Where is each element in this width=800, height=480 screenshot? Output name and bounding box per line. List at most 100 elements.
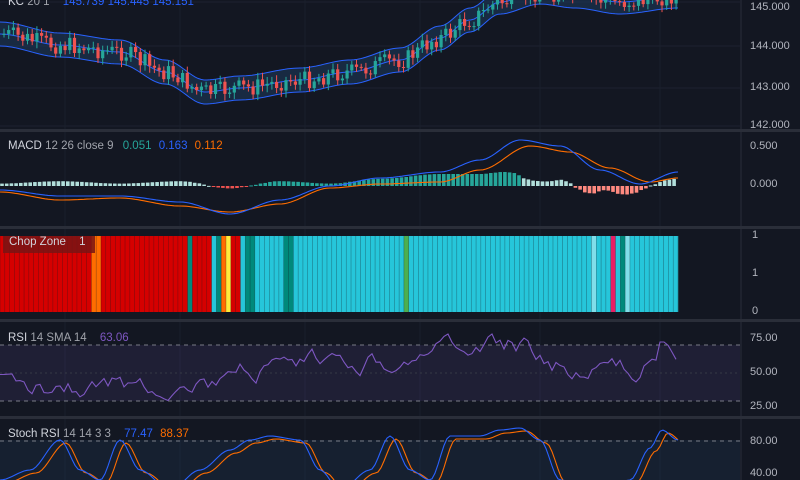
chop-zone-bar — [471, 236, 477, 312]
stoch-d-value: 88.37 — [160, 428, 189, 440]
stoch-pane[interactable] — [0, 427, 740, 480]
chop-zone-bar — [187, 236, 193, 312]
stoch-tick: 80.00 — [750, 435, 778, 447]
macd-histogram-bar — [521, 178, 526, 186]
chop-zone-bar — [668, 236, 674, 312]
candle-body — [21, 34, 25, 41]
stoch-k-value: 77.47 — [124, 428, 153, 440]
macd-histogram-bar — [42, 181, 47, 186]
candle-body — [181, 72, 185, 83]
macd-histogram-bar — [442, 174, 446, 186]
candle-body — [444, 28, 448, 35]
macd-histogram-bar — [573, 186, 578, 188]
macd-histogram-bar — [357, 180, 361, 186]
candle-body — [279, 87, 283, 91]
macd-histogram-bar — [230, 186, 235, 189]
macd-histogram-bar — [517, 175, 521, 186]
stoch-legend[interactable]: Stoch RSI 14 14 3 3 77.47 88.37 — [8, 428, 189, 440]
chop-zone-bar — [105, 236, 111, 312]
macd-histogram-bar — [254, 184, 258, 186]
rsi-pane[interactable] — [0, 333, 740, 402]
chop-zone-bar — [360, 236, 366, 312]
chop-zone-bar — [639, 236, 645, 312]
chop-pane[interactable] — [0, 236, 679, 312]
candle-body — [87, 47, 91, 51]
chop-zone-bar — [452, 236, 458, 312]
chop-zone-bar — [28, 236, 34, 312]
chop-zone-bar — [437, 236, 443, 312]
chop-zone-bar — [495, 236, 501, 312]
macd-histogram-bar — [160, 181, 164, 186]
macd-histogram-bar — [188, 181, 192, 186]
candle-body — [96, 47, 100, 59]
candle-body — [636, 0, 641, 6]
macd-histogram-bar — [51, 181, 56, 186]
macd-name: MACD — [8, 140, 42, 152]
candle-body — [632, 5, 636, 7]
chop-zone-bar — [504, 236, 511, 312]
macd-histogram-bar — [611, 186, 615, 192]
rsi-legend[interactable]: RSI 14 SMA 14 63.06 — [8, 332, 129, 344]
macd-legend[interactable]: MACD 12 26 close 9 0.051 0.163 0.112 — [8, 140, 223, 152]
macd-histogram-bar — [183, 181, 188, 186]
macd-histogram-bar — [578, 186, 582, 190]
macd-histogram-bar — [202, 184, 206, 186]
macd-histogram-bar — [150, 182, 155, 186]
macd-histogram-bar — [141, 182, 145, 186]
kc-legend[interactable]: KC 20 1 145.739 145.445 145.151 — [8, 0, 194, 8]
macd-pane[interactable] — [0, 139, 679, 215]
chop-zone-bar — [480, 236, 486, 312]
chop-zone-bar — [336, 236, 342, 312]
macd-histogram-bar — [404, 176, 408, 186]
candle-body — [307, 71, 312, 89]
candle-body — [406, 50, 410, 68]
macd-histogram-bar — [615, 186, 620, 194]
chop-zone-bar — [4, 236, 10, 312]
chop-zone-bar — [115, 236, 121, 312]
chop-zone-bar — [615, 236, 621, 312]
chop-zone-bar — [538, 236, 544, 312]
kc-upper-line — [0, 0, 485, 81]
candle-body — [665, 0, 669, 6]
macd-histogram-bar — [639, 186, 643, 191]
chop-zone-bar — [33, 236, 39, 312]
rsi-params: 14 SMA 14 — [30, 332, 87, 344]
chop-zone-bar — [596, 236, 602, 312]
macd-histogram-bar — [28, 182, 32, 186]
candle-body — [491, 4, 495, 10]
chop-zone-bar — [562, 236, 568, 312]
macd-histogram-bar — [568, 183, 573, 186]
kc-pane[interactable] — [0, 0, 678, 105]
candle-body — [430, 41, 434, 50]
candle-body — [364, 67, 368, 74]
candle-body — [359, 66, 363, 68]
candle-body — [383, 54, 387, 58]
macd-histogram-bar — [310, 182, 314, 186]
chop-zone-bar — [629, 236, 636, 312]
macd-histogram-bar — [324, 183, 329, 186]
chop-legend[interactable]: Chop Zone 1 — [9, 236, 86, 248]
macd-histogram-bar — [526, 179, 531, 186]
chop-tick: 1 — [752, 229, 759, 241]
stoch-name: Stoch RSI — [8, 428, 60, 440]
candle-body — [312, 81, 316, 89]
macd-histogram-bar — [352, 181, 357, 186]
chop-name: Chop Zone — [9, 236, 66, 248]
candle-body — [190, 86, 194, 89]
chop-zone-bar — [572, 236, 578, 312]
chop-zone-bar — [62, 236, 68, 312]
macd-histogram-bar — [653, 184, 658, 186]
chop-zone-bar — [149, 236, 155, 312]
macd-histogram-bar — [272, 181, 277, 186]
macd-histogram-bar — [145, 182, 150, 186]
chop-zone-bar — [384, 236, 390, 312]
macd-histogram-bar — [493, 172, 498, 186]
macd-histogram-bar — [268, 181, 272, 186]
stoch-tick: 40.00 — [750, 467, 778, 479]
candle-body — [232, 85, 236, 93]
macd-histogram-bar — [531, 180, 535, 186]
macd-histogram-bar — [235, 186, 239, 189]
candle-body — [420, 40, 424, 48]
